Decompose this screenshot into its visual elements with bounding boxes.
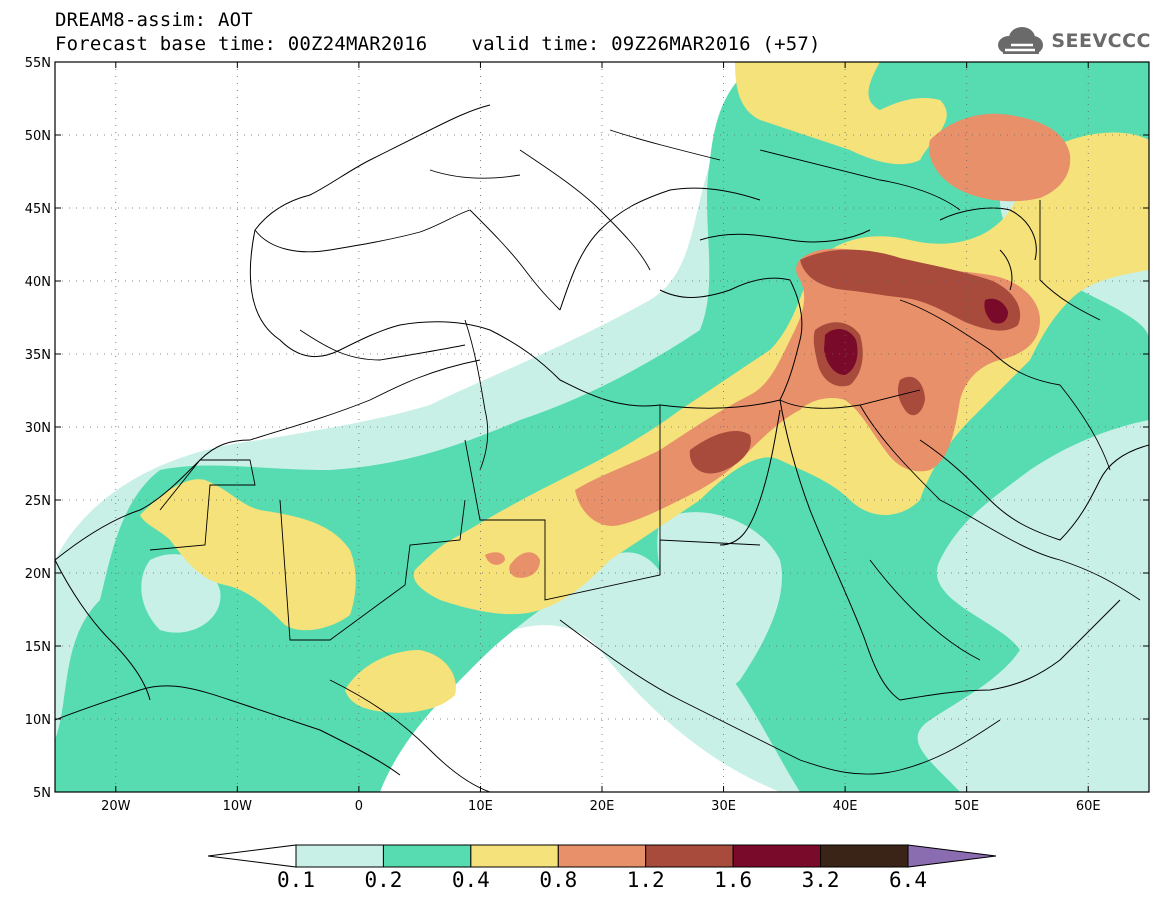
- aot-region-brown: [800, 249, 1021, 331]
- lon-tick-label: 0: [355, 799, 363, 814]
- lat-tick-label: 40N: [25, 275, 51, 290]
- aot-region-brown: [897, 376, 925, 416]
- valid-time: valid time: 09Z26MAR2016 (+57): [471, 33, 821, 55]
- colorbar-box: [470, 844, 559, 868]
- country-borders: [149, 129, 1141, 792]
- colorbar-low-arrow: [207, 844, 297, 868]
- aot-region-yellow: [345, 650, 456, 713]
- lat-tick-label: 55N: [25, 56, 51, 71]
- seevccc-logo: SEEVCCC: [995, 24, 1151, 58]
- lon-tick-label: 10W: [223, 799, 253, 814]
- lon-labels: 20W 10W 0 10E 20E 30E 40E 50E 60E: [101, 799, 1101, 814]
- logo-text: SEEVCCC: [1051, 30, 1151, 52]
- colorbar-box: [820, 844, 909, 868]
- colorbar-label: 6.4: [889, 868, 927, 892]
- colorbar-label: 0.1: [277, 868, 315, 892]
- aot-region-dark-red: [824, 328, 858, 375]
- lat-tick-label: 15N: [25, 640, 51, 655]
- colorbar-label: 1.2: [626, 868, 665, 892]
- lat-tick-label: 20N: [25, 567, 51, 582]
- colorbar-label: 3.2: [801, 868, 840, 892]
- lat-tick-label: 45N: [25, 202, 51, 217]
- lat-tick-label: 35N: [25, 348, 51, 363]
- base-time: Forecast base time: 00Z24MAR2016: [55, 33, 428, 55]
- lat-tick-label: 25N: [25, 494, 51, 509]
- colorbar: [207, 844, 997, 868]
- lon-tick-label: 30E: [711, 799, 736, 814]
- lat-tick-label: 5N: [33, 786, 51, 801]
- forecast-times: Forecast base time: 00Z24MAR2016 valid ti…: [55, 34, 821, 54]
- colorbar-box: [295, 844, 384, 868]
- coastlines: [55, 104, 1149, 776]
- colorbar-box: [557, 844, 647, 868]
- colorbar-label: 0.8: [539, 868, 578, 892]
- colorbar-box: [382, 844, 472, 868]
- lon-tick-label: 40E: [833, 799, 858, 814]
- aot-gap-very-light: [657, 512, 782, 688]
- aot-region-yellow: [735, 62, 947, 165]
- lat-tick-label: 50N: [25, 129, 51, 144]
- lon-tick-label: 20E: [590, 799, 615, 814]
- lon-tick-label: 60E: [1076, 799, 1101, 814]
- lon-tick-label: 10E: [468, 799, 493, 814]
- map-title: DREAM8-assim: AOT: [55, 9, 253, 31]
- aot-region-orange: [485, 552, 505, 565]
- colorbar-label: 0.2: [364, 868, 403, 892]
- colorbar-box: [732, 844, 822, 868]
- aot-region-orange: [929, 113, 1071, 202]
- lat-lon-grid: [55, 62, 1149, 792]
- colorbar-label: 1.6: [714, 868, 753, 892]
- aot-region-yellow: [140, 479, 356, 631]
- colorbar-box: [645, 844, 734, 868]
- cloud-icon: [998, 27, 1044, 54]
- lat-labels: 55N 50N 45N 40N 35N 30N 25N 20N 15N 10N 5N: [25, 56, 51, 801]
- aot-region-brown: [689, 430, 751, 474]
- lat-tick-label: 30N: [25, 421, 51, 436]
- lat-tick-label: 10N: [25, 713, 51, 728]
- lon-tick-label: 50E: [954, 799, 979, 814]
- colorbar-label: 0.4: [451, 868, 490, 892]
- axis-ticks: [55, 61, 1149, 793]
- aot-region-dark-red: [984, 298, 1008, 324]
- colorbar-high-arrow: [907, 844, 997, 868]
- aot-region-orange: [509, 552, 540, 578]
- lon-tick-label: 20W: [101, 799, 131, 814]
- aot-field: [55, 62, 1149, 792]
